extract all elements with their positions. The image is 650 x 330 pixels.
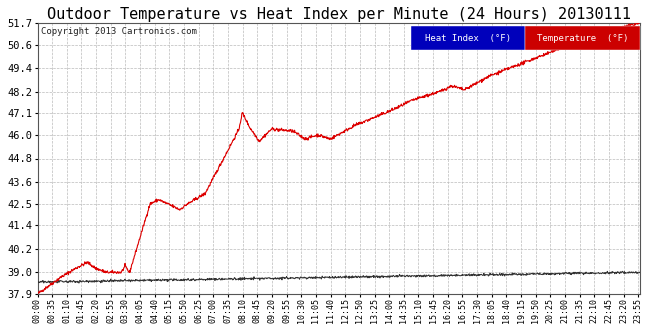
Text: Heat Index  (°F): Heat Index (°F)	[425, 34, 512, 43]
FancyBboxPatch shape	[525, 26, 640, 50]
Text: Copyright 2013 Cartronics.com: Copyright 2013 Cartronics.com	[40, 27, 196, 36]
Title: Outdoor Temperature vs Heat Index per Minute (24 Hours) 20130111: Outdoor Temperature vs Heat Index per Mi…	[47, 7, 630, 22]
Text: Temperature  (°F): Temperature (°F)	[537, 34, 629, 43]
FancyBboxPatch shape	[411, 26, 525, 50]
